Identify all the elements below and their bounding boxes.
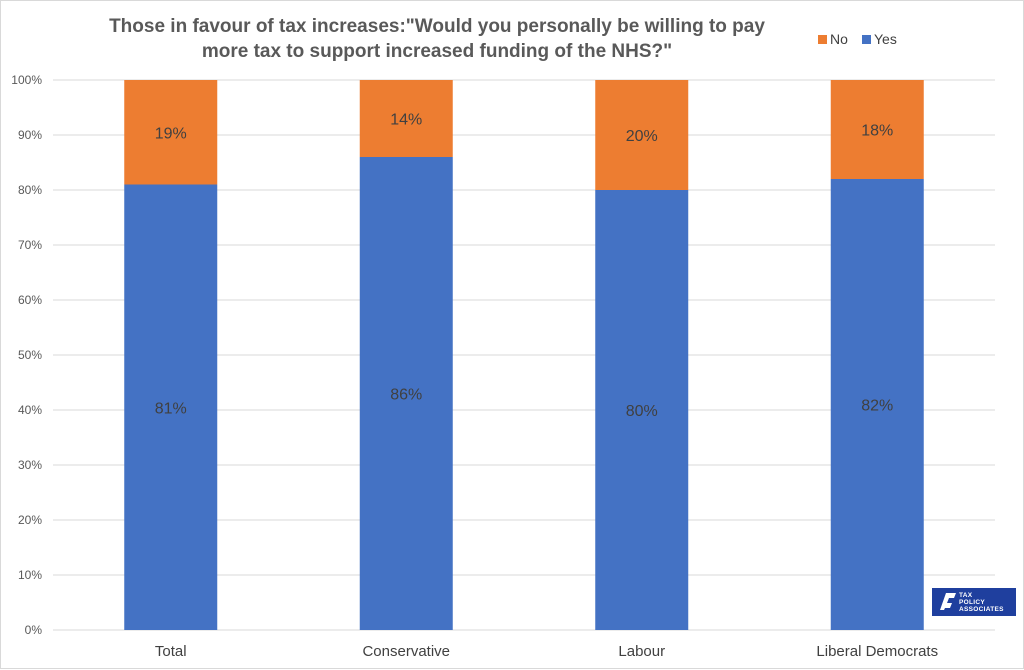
y-tick-label: 70% xyxy=(18,238,42,252)
data-label-no: 19% xyxy=(155,125,187,142)
legend-swatch-no xyxy=(818,35,827,44)
logo-text-line-3: ASSOCIATES xyxy=(959,606,1004,613)
x-category-label: Total xyxy=(155,643,187,660)
bar-no xyxy=(830,80,924,179)
y-tick-label: 40% xyxy=(18,403,42,417)
legend-label-yes: Yes xyxy=(874,31,897,47)
y-tick-label: 80% xyxy=(18,183,42,197)
x-category-label: Conservative xyxy=(362,643,450,660)
bar-no xyxy=(124,80,218,185)
bar-yes xyxy=(124,184,218,630)
chart-title-line-2: more tax to support increased funding of… xyxy=(202,41,672,62)
y-tick-label: 0% xyxy=(25,623,43,637)
data-label-yes: 81% xyxy=(155,400,187,417)
data-label-yes: 80% xyxy=(626,403,658,420)
chart-title-line-1: Those in favour of tax increases:"Would … xyxy=(109,16,765,37)
data-label-yes: 82% xyxy=(861,398,893,415)
y-tick-label: 60% xyxy=(18,293,42,307)
bar-yes xyxy=(595,190,689,630)
legend: No Yes xyxy=(818,31,897,47)
y-tick-label: 90% xyxy=(18,128,42,142)
legend-label-no: No xyxy=(830,31,848,47)
y-tick-label: 20% xyxy=(18,513,42,527)
data-label-no: 20% xyxy=(626,128,658,145)
tax-policy-associates-logo: TAX POLICY ASSOCIATES xyxy=(932,588,1016,616)
y-axis-ticks: 0% 10% 20% 30% 40% 50% 60% 70% 80% 90% 100% xyxy=(11,73,42,637)
bars xyxy=(124,80,924,630)
bar-no xyxy=(595,80,689,190)
logo-text-line-1: TAX xyxy=(959,592,973,599)
data-label-no: 14% xyxy=(390,112,422,129)
data-labels: 81% 19% 86% 14% 80% 20% 82% 18% xyxy=(155,112,894,421)
data-label-yes: 86% xyxy=(390,387,422,404)
logo-text-line-2: POLICY xyxy=(959,599,985,606)
logo-mark-icon xyxy=(940,593,956,610)
y-tick-label: 100% xyxy=(11,73,42,87)
bar-yes xyxy=(830,179,924,630)
y-tick-label: 10% xyxy=(18,568,42,582)
x-axis-categories: Total Conservative Labour Liberal Democrats xyxy=(155,643,938,660)
y-tick-label: 30% xyxy=(18,458,42,472)
x-category-label: Labour xyxy=(618,643,665,660)
x-category-label: Liberal Democrats xyxy=(816,643,938,660)
data-label-no: 18% xyxy=(861,123,893,140)
legend-swatch-yes xyxy=(862,35,871,44)
y-tick-label: 50% xyxy=(18,348,42,362)
bar-yes xyxy=(359,157,453,630)
bar-no xyxy=(359,80,453,157)
